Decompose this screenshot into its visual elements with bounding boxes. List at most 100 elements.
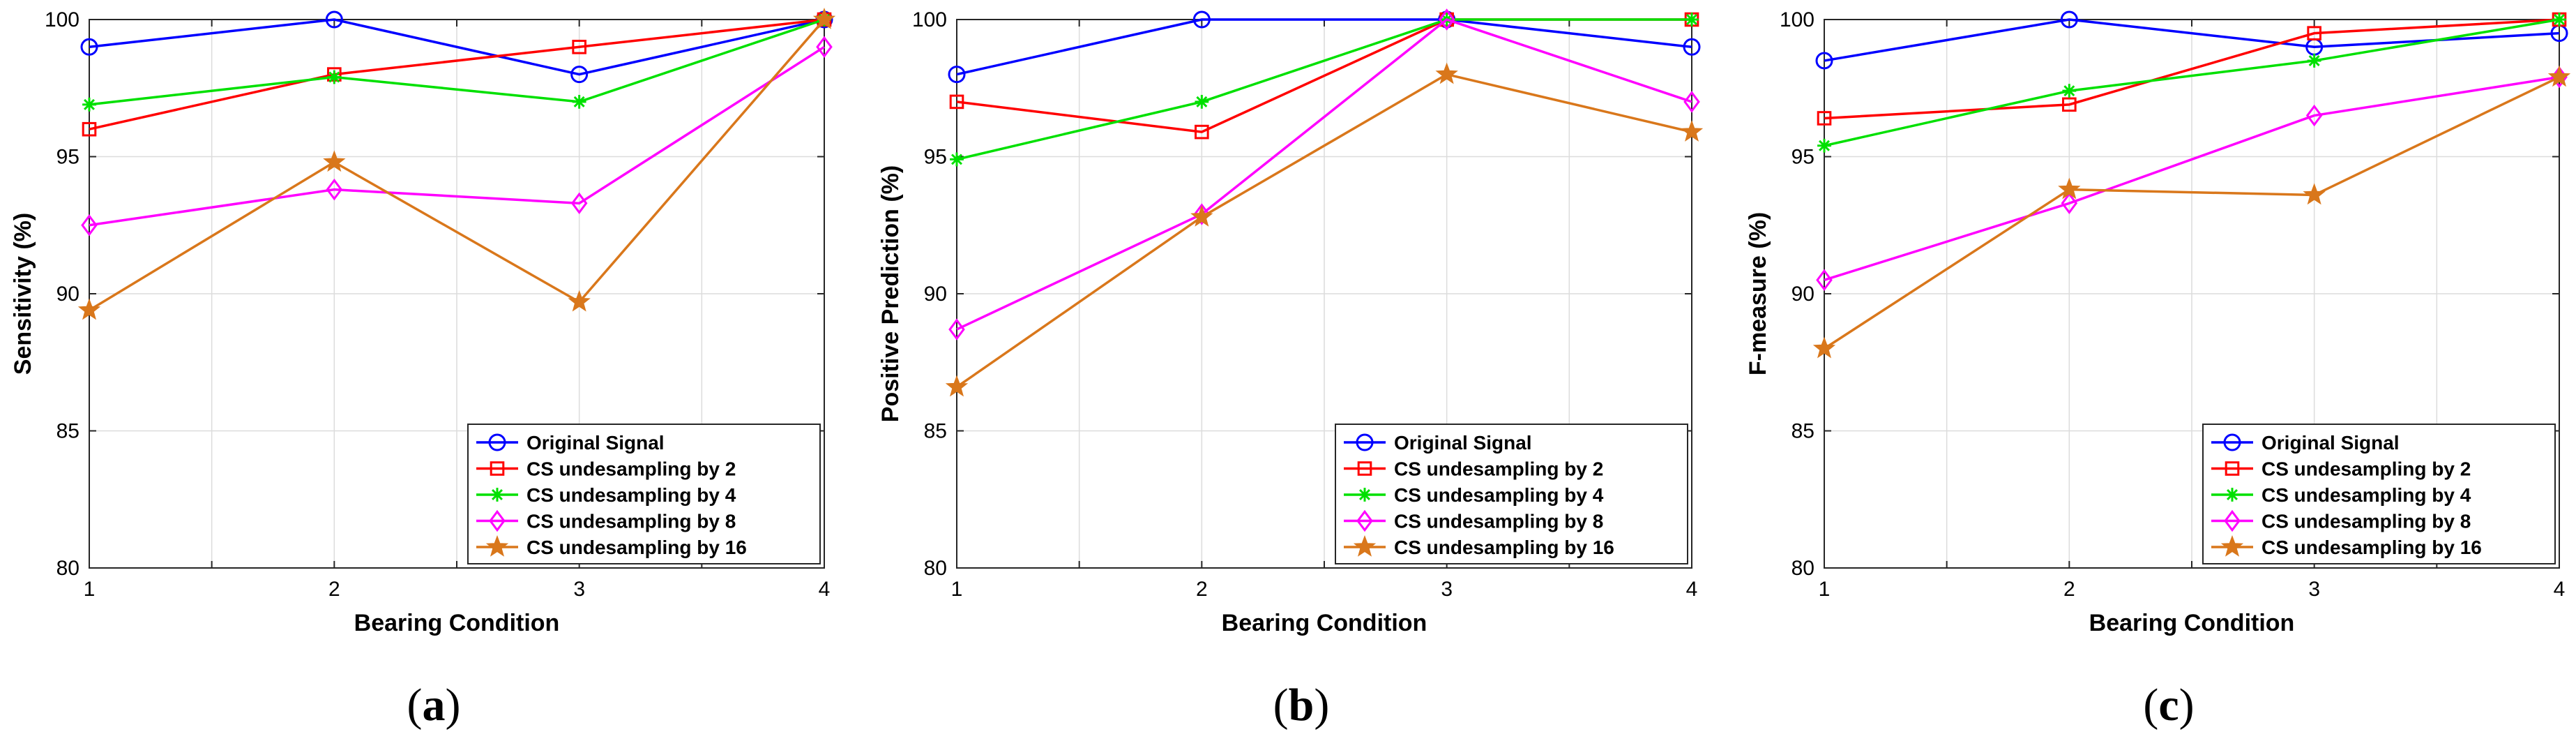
x-tick-label: 2 <box>1196 578 1208 601</box>
series-3 <box>948 8 1700 340</box>
legend-marker <box>1353 535 1377 557</box>
y-tick-label: 90 <box>1791 283 1814 306</box>
y-tick-label: 85 <box>56 420 79 443</box>
data-point <box>1435 62 1458 84</box>
data-point <box>570 192 588 215</box>
data-point <box>1195 124 1209 140</box>
y-tick-label: 80 <box>924 557 947 580</box>
x-tick-label: 2 <box>2063 578 2075 601</box>
panel-label-letter: b <box>1289 680 1314 731</box>
legend-label: CS undesampling by 2 <box>526 458 736 480</box>
y-tick-label: 100 <box>1780 8 1814 31</box>
data-point <box>77 298 101 320</box>
data-point <box>82 121 97 137</box>
legend-label: Original Signal <box>2261 432 2400 454</box>
panel-label-close: ) <box>1314 680 1329 731</box>
series-1 <box>1817 12 2567 126</box>
y-tick-label: 95 <box>56 146 79 169</box>
legend-marker <box>2225 461 2240 476</box>
data-point <box>1815 52 1833 70</box>
data-point <box>1816 269 1833 292</box>
legend-item: CS undesampling by 4 <box>2211 484 2471 506</box>
data-point <box>2062 84 2077 98</box>
legend-marker <box>485 535 509 557</box>
legend-marker <box>2220 535 2244 557</box>
data-point <box>2062 97 2077 112</box>
panel-label: (c) <box>2143 680 2194 731</box>
series-line <box>89 18 825 106</box>
y-tick-label: 80 <box>1791 557 1814 580</box>
data-point <box>570 66 589 84</box>
chart-panel-b: 1 2 3 4 80 85 90 95 100 Bearing Condition Positive… <box>877 8 1704 731</box>
legend-label: Original Signal <box>1394 432 1532 454</box>
series-3 <box>81 36 833 237</box>
x-tick-label: 4 <box>1686 578 1698 601</box>
data-point <box>950 152 964 167</box>
x-tick-label: 3 <box>2308 578 2320 601</box>
data-point <box>1192 10 1211 29</box>
legend-marker <box>2223 433 2241 451</box>
legend-label: CS undesampling by 8 <box>1394 511 1603 532</box>
legend-label: CS undesampling by 16 <box>526 537 747 558</box>
x-tick-label: 3 <box>1441 578 1453 601</box>
panel-label-close: ) <box>2179 680 2195 731</box>
legend-item: CS undesampling by 16 <box>2211 535 2482 558</box>
data-point <box>82 97 96 112</box>
series-4 <box>77 8 836 320</box>
y-axis-title: Sensitivity (%) <box>10 213 36 375</box>
legend-item: CS undesampling by 8 <box>1344 509 1603 532</box>
data-point <box>1817 138 1831 153</box>
panel-label-open: ( <box>2143 680 2158 731</box>
legend-item: CS undesampling by 16 <box>476 535 747 558</box>
x-tick-label: 1 <box>1819 578 1831 601</box>
data-point <box>568 290 591 312</box>
data-point <box>816 36 833 58</box>
series-line <box>956 18 1692 161</box>
data-point <box>812 8 836 29</box>
legend-item: CS undesampling by 2 <box>1344 458 1603 480</box>
panel-label-letter: a <box>423 680 446 731</box>
data-point <box>327 70 342 84</box>
legend-box <box>1335 424 1688 564</box>
legend-label: CS undesampling by 8 <box>526 511 736 532</box>
legend-item: Original Signal <box>1344 432 1532 454</box>
legend-item: CS undesampling by 4 <box>476 484 736 506</box>
legend-item: CS undesampling by 8 <box>476 509 736 532</box>
legend-item: CS undesampling by 2 <box>2211 458 2471 480</box>
panel-label-close: ) <box>446 680 461 731</box>
y-tick-label: 90 <box>56 283 79 306</box>
legend-label: Original Signal <box>526 432 665 454</box>
series-line <box>89 45 825 227</box>
legend-marker <box>490 488 504 502</box>
legend-label: CS undesampling by 4 <box>2261 484 2471 506</box>
data-point <box>326 178 343 201</box>
legend-label: CS undesampling by 4 <box>526 484 736 506</box>
legend: Original Signal CS undesampling by 2 CS un… <box>1335 424 1688 564</box>
legend-item: CS undesampling by 8 <box>2211 509 2471 532</box>
y-tick-label: 95 <box>924 146 947 169</box>
legend-marker <box>1358 488 1372 502</box>
series-line <box>89 18 825 76</box>
legend-label: CS undesampling by 2 <box>1394 458 1603 480</box>
data-point <box>948 66 966 84</box>
data-point <box>1812 336 1836 359</box>
x-tick-label: 1 <box>84 578 96 601</box>
y-axis-title: F-measure (%) <box>1745 212 1771 375</box>
data-point <box>2305 104 2323 127</box>
y-tick-label: 95 <box>1791 146 1814 169</box>
x-axis-title: Bearing Condition <box>2089 610 2295 636</box>
legend-label: CS undesampling by 16 <box>2261 537 2482 558</box>
data-point <box>325 10 343 29</box>
data-point <box>572 40 586 54</box>
x-tick-label: 4 <box>2554 578 2566 601</box>
chart-panel-a: 1 2 3 4 80 85 90 95 100 Bearing Condition Sensitiv… <box>10 8 836 731</box>
data-point <box>2552 13 2566 27</box>
x-tick-label: 3 <box>573 578 585 601</box>
data-point <box>2303 183 2326 205</box>
series-line <box>956 18 1692 331</box>
data-point <box>81 214 98 237</box>
legend-item: CS undesampling by 16 <box>1344 535 1614 558</box>
series-4 <box>1812 65 2571 359</box>
legend-item: CS undesampling by 2 <box>476 458 736 480</box>
panel-label-open: ( <box>1273 680 1289 731</box>
